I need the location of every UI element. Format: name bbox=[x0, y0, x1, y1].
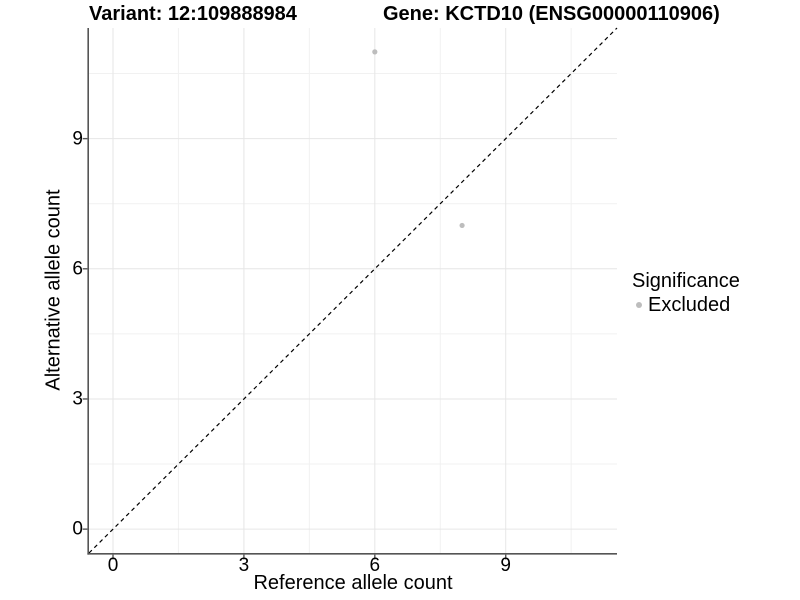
plot-title-gene: Gene: KCTD10 (ENSG00000110906) bbox=[383, 3, 720, 25]
y-tick-label: 0 bbox=[72, 518, 83, 540]
data-point bbox=[459, 222, 465, 229]
plot-title-variant: Variant: 12:109888984 bbox=[89, 3, 297, 25]
x-tick-label: 3 bbox=[238, 555, 250, 576]
legend-item-label: Excluded bbox=[648, 294, 731, 316]
x-tick-label: 6 bbox=[369, 555, 381, 576]
y-axis-title: Alternative allele count bbox=[42, 189, 65, 391]
y-tick-label: 3 bbox=[72, 388, 83, 410]
x-axis-title: Reference allele count bbox=[253, 572, 453, 594]
legend-item: Excluded bbox=[636, 294, 740, 316]
y-tick-label: 6 bbox=[72, 258, 83, 280]
legend-title: Significance bbox=[632, 270, 740, 292]
x-tick-label: 0 bbox=[107, 555, 119, 576]
y-tick-label: 9 bbox=[72, 128, 83, 150]
legend-items: Excluded bbox=[632, 294, 740, 316]
data-point bbox=[372, 49, 378, 55]
x-tick-label: 9 bbox=[500, 555, 512, 576]
identity-reference-line bbox=[88, 27, 618, 554]
legend-point-icon bbox=[636, 302, 642, 308]
legend: Significance Excluded bbox=[632, 269, 740, 316]
